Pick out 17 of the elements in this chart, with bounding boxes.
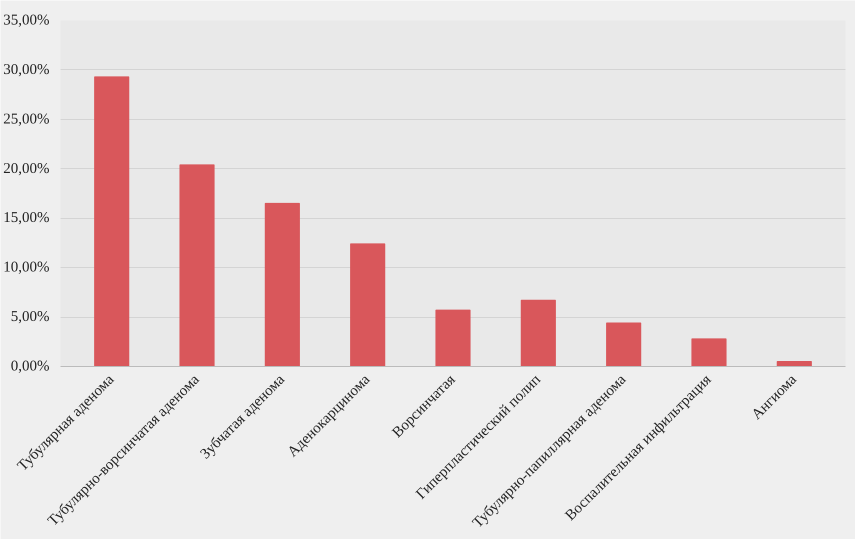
y-tick-label: 30,00% <box>3 62 50 78</box>
y-tick-label: 20,00% <box>3 160 50 177</box>
y-tick-label: 35,00% <box>3 12 50 28</box>
bar <box>606 322 642 366</box>
bar <box>520 300 556 366</box>
bar <box>776 361 812 366</box>
y-tick-label: 25,00% <box>3 111 50 128</box>
bar <box>350 243 386 366</box>
y-tick-label: 15,00% <box>3 210 50 226</box>
bar <box>264 202 300 366</box>
y-tick-label: 10,00% <box>3 260 50 276</box>
bar <box>691 338 727 366</box>
y-tick-label: 0,00% <box>10 358 50 374</box>
y-tick-label: 5,00% <box>10 309 50 326</box>
bar <box>179 164 215 366</box>
bar <box>435 310 471 366</box>
bar <box>94 76 130 366</box>
